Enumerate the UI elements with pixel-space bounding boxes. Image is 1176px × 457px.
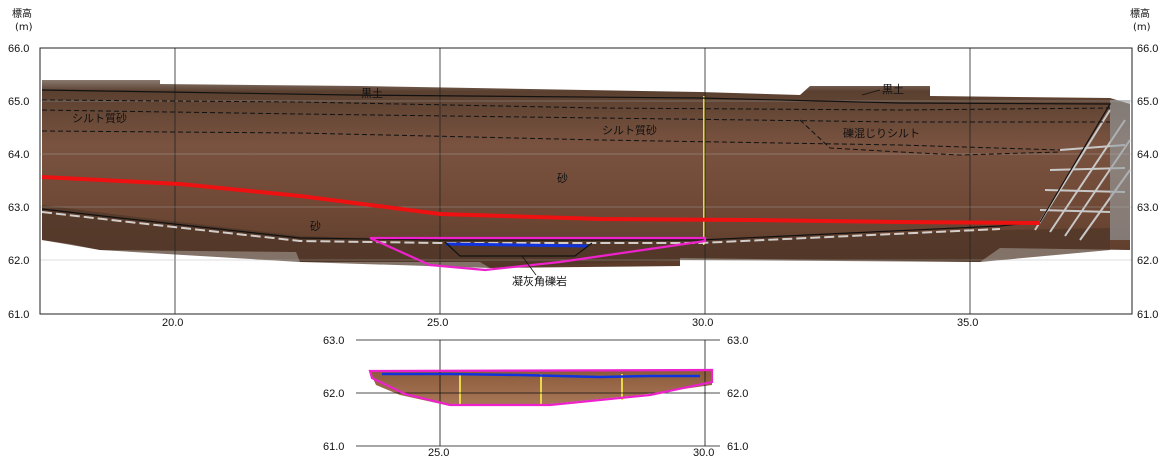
- dashed-boundary-1: [41, 99, 1111, 111]
- label-tuff-breccia: 凝灰角礫岩: [512, 274, 567, 288]
- soil-lower-band: [42, 205, 1110, 268]
- inset-blue-line: [382, 372, 700, 379]
- inset-poles: [459, 374, 623, 404]
- inset-y-tick-62-left: 62.0: [323, 388, 344, 400]
- blue-line: [444, 242, 589, 248]
- label-kuroboku-right: 黒土: [882, 83, 904, 96]
- inset-y-tick-61-right: 61.0: [727, 441, 748, 453]
- x-ticks: 20.0 25.0 30.0 35.0: [162, 317, 978, 329]
- inset-y-tick-63-right: 63.0: [727, 335, 748, 347]
- inset-y-tick-63-left: 63.0: [323, 335, 344, 347]
- y-tick-61-left: 61.0: [8, 309, 29, 321]
- y-tick-66-left: 66.0: [8, 43, 29, 55]
- y-tick-65-right: 65.0: [1137, 96, 1158, 108]
- y-tick-64-right: 64.0: [1137, 149, 1158, 161]
- inset-y-tick-61-left: 61.0: [323, 441, 344, 453]
- inset-x-tick-25: 25.0: [428, 447, 449, 457]
- inset-axes: [356, 339, 720, 447]
- right-axis-title: 標高: [1130, 7, 1150, 20]
- label-kuroboku-left: 黒土: [361, 87, 383, 100]
- y-tick-62-right: 62.0: [1137, 255, 1158, 267]
- y-tick-63-right: 63.0: [1137, 202, 1158, 214]
- y-tick-62-left: 62.0: [8, 255, 29, 267]
- right-axis-unit: (m): [1133, 22, 1151, 33]
- left-axis-unit: (m): [15, 22, 33, 33]
- grid: [40, 48, 1132, 314]
- right-y-ticks: 66.0 65.0 64.0 63.0 62.0 61.0: [1137, 43, 1158, 321]
- inset-x-tick-30: 30.0: [693, 447, 714, 457]
- label-sand-lower: 砂: [310, 220, 321, 233]
- black-channel-outline: [444, 241, 593, 257]
- trench-bottom-line: [41, 208, 1041, 241]
- left-axis-title: 標高: [12, 7, 32, 20]
- label-gravelly-silt: 礫混じりシルト: [843, 126, 920, 140]
- y-tick-64-left: 64.0: [8, 149, 29, 161]
- label-sand-upper: 砂: [557, 172, 568, 185]
- dashed-boundary-gravel: [799, 119, 1061, 156]
- y-tick-65-left: 65.0: [8, 96, 29, 108]
- plot-frame: [39, 47, 1133, 315]
- red-boundary-line: [41, 175, 1041, 225]
- magenta-tuff-outline: [369, 236, 707, 272]
- left-y-ticks: 66.0 65.0 64.0 63.0 62.0 61.0: [8, 43, 29, 321]
- y-tick-66-right: 66.0: [1137, 43, 1158, 55]
- dashed-boundary-3: [41, 130, 1061, 151]
- main-panel: 黒土 黒土 シルト質砂 シルト質砂 礫混じりシルト 砂 砂 凝灰角礫岩 標高 (…: [8, 7, 1158, 329]
- trench-bottom-white: [41, 211, 1001, 244]
- x-tick-20: 20.0: [162, 317, 183, 329]
- background-patch: [1110, 100, 1130, 240]
- inset-magenta-outline: [368, 368, 714, 407]
- x-tick-35: 35.0: [957, 317, 978, 329]
- y-tick-61-right: 61.0: [1137, 309, 1158, 321]
- inset-y-tick-62-right: 62.0: [727, 388, 748, 400]
- top-boundary-line: [41, 89, 1112, 223]
- inset-panel: 63.0 62.0 61.0 63.0 62.0 61.0 25.0 30.0: [323, 335, 748, 457]
- label-silty-sand-left: シルト質砂: [72, 111, 127, 125]
- label-silty-sand-right: シルト質砂: [602, 123, 657, 137]
- kuroboku-leader: [861, 89, 881, 96]
- y-tick-63-left: 63.0: [8, 202, 29, 214]
- tuff-leader: [521, 255, 537, 276]
- x-tick-25: 25.0: [427, 317, 448, 329]
- x-tick-30: 30.0: [692, 317, 713, 329]
- dashed-boundary-2: [41, 109, 1110, 123]
